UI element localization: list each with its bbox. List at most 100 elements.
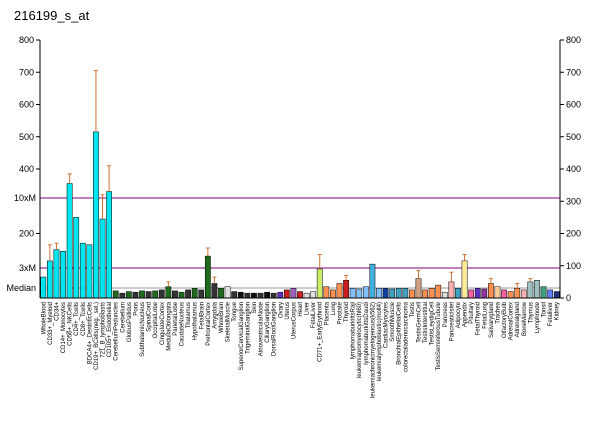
x-tick-label: FetalBrain [199, 302, 205, 329]
x-tick-label: CD8+_Tcells [81, 302, 87, 336]
x-tick-label: ParietalLobe [173, 301, 179, 335]
bar [224, 286, 231, 299]
bar [112, 290, 119, 299]
x-tick-label: OccipitalLobe [153, 301, 159, 338]
bar [211, 283, 218, 299]
x-tick-label: Ovary [278, 302, 284, 318]
x-tick-label: CiliaryGanglion [265, 302, 271, 343]
x-tick-label: PrefrontalCortex [206, 302, 212, 346]
bar [152, 290, 159, 299]
x-tick-label: SuperiorCervicalGanglion [239, 302, 245, 370]
y2-tick-label: 700 [566, 67, 581, 77]
bar [343, 280, 349, 299]
bar [73, 217, 80, 299]
x-tick-label: UterusCorpus [291, 302, 297, 339]
bar [191, 288, 198, 299]
bar [547, 289, 554, 299]
x-tick-label: SkeletalMuscle [226, 301, 232, 342]
x-tick-label: Lung [331, 302, 337, 315]
bar [422, 289, 428, 299]
x-tick-label: Fetalliver [548, 302, 554, 326]
bar [369, 263, 376, 299]
x-tick-label: Adipocyte [456, 301, 462, 328]
bar [402, 288, 409, 299]
x-tick-label: BDCA4+_DentriticCells [87, 302, 93, 364]
bar [86, 244, 93, 299]
bar [46, 260, 53, 299]
x-tick-label: lymphomaburkittsDaudi [364, 302, 370, 365]
bar [316, 268, 323, 299]
bar [40, 276, 47, 299]
y-tick-label: 500 [19, 132, 34, 142]
bar [323, 286, 330, 299]
x-tick-label: Pituitary [469, 302, 475, 324]
x-tick-label: FetalLiver [311, 302, 317, 328]
x-tick-label: Pons [133, 302, 139, 316]
x-tick-label: Cerebellum [120, 302, 126, 333]
bar [514, 288, 521, 299]
x-tick-label: Skin [252, 302, 258, 314]
x-tick-label: SpinalCord [147, 302, 153, 332]
y-tick-label: 400 [19, 164, 34, 174]
x-tick-label: Thymus [528, 302, 534, 323]
bar [336, 283, 343, 299]
y2-tick-label: 500 [566, 132, 581, 142]
x-tick-label: BoneMarrow [522, 301, 528, 336]
bar [53, 249, 60, 299]
bar [415, 278, 422, 299]
bar [231, 291, 238, 299]
x-tick-label: CD56+_NKCells [68, 302, 74, 346]
bar [79, 242, 86, 299]
bar [66, 183, 73, 299]
x-tick-label: Pancreas [443, 302, 449, 327]
bar [244, 292, 251, 299]
bar [165, 286, 172, 299]
x-tick-label: Thalamus [186, 302, 192, 328]
bar [330, 289, 336, 299]
bar [270, 292, 277, 299]
bar [290, 288, 297, 299]
x-tick-label: MedullaOblongata [166, 301, 172, 350]
bar [362, 286, 369, 299]
bar [474, 288, 481, 299]
bar [349, 288, 356, 299]
x-tick-label: Lymphnode [535, 301, 541, 333]
x-tick-label: CaudateNucleus [180, 302, 186, 346]
x-tick-label: GlobusPallidus [127, 302, 133, 342]
bar [448, 281, 455, 299]
x-tick-label: TestisInterstitial [423, 302, 429, 343]
x-tick-label: TestisGermCell [416, 302, 422, 343]
bar [310, 291, 317, 299]
bar [527, 281, 534, 299]
x-tick-label: Adrenalgland [515, 302, 521, 337]
y2-tick-label: 800 [566, 35, 581, 45]
bar [409, 289, 415, 299]
bar [382, 288, 389, 299]
x-tick-label: CingulateCortex [160, 302, 166, 345]
x-tick-label: TrigeminalGanglion [245, 302, 251, 354]
bar [198, 289, 205, 299]
bar [99, 218, 106, 299]
x-tick-label: WholeBlood [41, 302, 47, 334]
x-tick-label: Appendix [463, 302, 469, 327]
bar [139, 290, 145, 299]
y2-tick-label: 200 [566, 229, 581, 239]
x-tick-label: FetalThyroid [476, 302, 482, 335]
x-tick-label: CD71+_EarlyErythroid [318, 302, 324, 362]
bar [119, 292, 126, 299]
x-tick-label: DorsalRootGanglion [272, 302, 278, 356]
chart-title: 216199_s_at [14, 8, 90, 23]
y-tick-label: 700 [19, 67, 34, 77]
x-tick-label: 721_B_lymphoblasts [101, 302, 107, 358]
reference-label: Median [6, 283, 36, 293]
bar [145, 291, 152, 299]
x-tick-label: Kidney [555, 302, 561, 320]
bar [185, 289, 191, 299]
bar [277, 291, 284, 299]
reference-label: 3xM [19, 263, 36, 273]
y-tick-label: 800 [19, 35, 34, 45]
x-tick-label: Testis [410, 302, 416, 317]
bar [501, 289, 507, 299]
bar [178, 291, 185, 299]
bar [488, 283, 494, 299]
